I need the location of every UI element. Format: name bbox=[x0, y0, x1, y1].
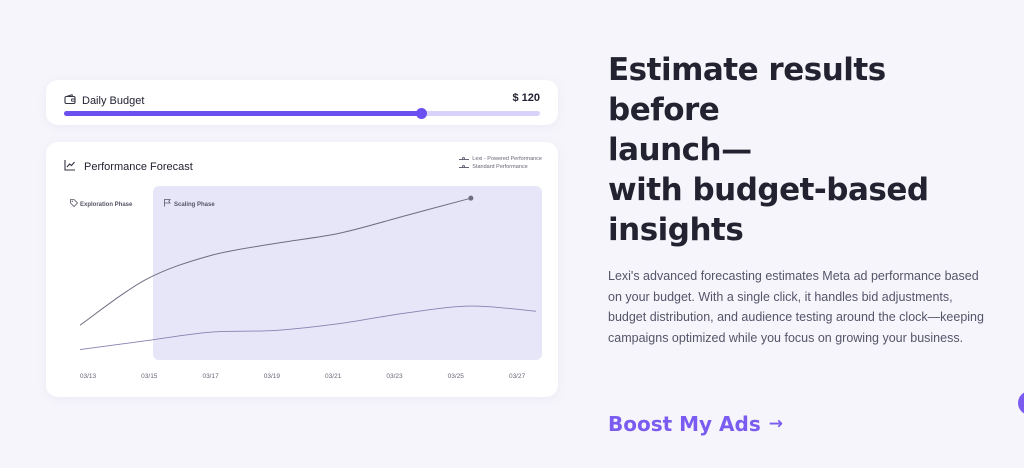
trend-chart-icon bbox=[64, 158, 76, 176]
scaling-phase-text: Scaling Phase bbox=[174, 202, 215, 208]
budget-slider-thumb[interactable] bbox=[416, 108, 427, 119]
budget-header: Daily Budget bbox=[64, 92, 144, 110]
series-line-standard bbox=[79, 305, 537, 351]
series-layer bbox=[79, 195, 537, 351]
tag-icon bbox=[70, 199, 79, 208]
performance-forecast-card: Performance Forecast Lexi - Powered Perf… bbox=[46, 142, 558, 397]
budget-slider-fill bbox=[64, 111, 421, 116]
x-tick-label: 03/23 bbox=[386, 373, 403, 380]
legend-marker-icon bbox=[459, 165, 470, 168]
scaling-phase-label: Scaling Phase bbox=[164, 199, 215, 208]
headline-line-3: with budget-based bbox=[608, 172, 929, 208]
x-axis-ticks: 03/13 03/15 03/17 03/19 03/21 03/23 03/25 03/27 bbox=[80, 373, 526, 380]
x-tick-label: 03/17 bbox=[202, 373, 219, 380]
legend-label-standard: Standard Performance bbox=[472, 164, 528, 170]
daily-budget-card: Daily Budget $ 120 bbox=[46, 80, 558, 125]
budget-label: Daily Budget bbox=[82, 95, 145, 107]
headline-line-4: insights bbox=[608, 212, 744, 248]
legend-label-lexi: Lexi - Powered Performance bbox=[472, 156, 542, 162]
budget-value: $ 120 bbox=[512, 92, 540, 104]
forecast-title: Performance Forecast bbox=[84, 161, 193, 173]
chat-button[interactable] bbox=[1018, 391, 1024, 415]
wallet-icon bbox=[64, 92, 76, 110]
x-tick-label: 03/27 bbox=[509, 373, 526, 380]
boost-my-ads-link[interactable]: Boost My Ads → bbox=[608, 412, 783, 436]
exploration-phase-label: Exploration Phase bbox=[70, 199, 133, 208]
forecast-chart: Exploration Phase Scaling Phase 03/13 03/… bbox=[70, 186, 542, 380]
x-tick-label: 03/21 bbox=[325, 373, 342, 380]
series-line-lexi bbox=[79, 197, 471, 326]
chart-legend: Lexi - Powered Performance Standard Perf… bbox=[459, 155, 542, 171]
budget-slider[interactable] bbox=[64, 108, 540, 119]
exploration-phase-text: Exploration Phase bbox=[80, 202, 133, 208]
x-tick-label: 03/15 bbox=[141, 373, 158, 380]
x-tick-label: 03/25 bbox=[448, 373, 465, 380]
data-point-lexi-6 bbox=[468, 195, 474, 201]
arrow-right-icon: → bbox=[768, 414, 784, 434]
flag-icon bbox=[164, 199, 171, 207]
legend-marker-icon bbox=[459, 157, 470, 160]
scaling-phase-region bbox=[153, 186, 542, 360]
description: Lexi's advanced forecasting estimates Me… bbox=[608, 269, 984, 345]
legend-item-lexi: Lexi - Powered Performance bbox=[459, 155, 542, 163]
x-tick-label: 03/19 bbox=[264, 373, 281, 380]
headline: Estimate results before launch— with bud… bbox=[608, 50, 968, 250]
legend-item-standard: Standard Performance bbox=[459, 163, 542, 171]
headline-line-2: launch— bbox=[608, 132, 752, 168]
cta-label: Boost My Ads bbox=[608, 412, 761, 436]
forecast-header: Performance Forecast bbox=[64, 158, 193, 176]
x-tick-label: 03/13 bbox=[80, 373, 97, 380]
headline-line-1: Estimate results before bbox=[608, 52, 886, 128]
